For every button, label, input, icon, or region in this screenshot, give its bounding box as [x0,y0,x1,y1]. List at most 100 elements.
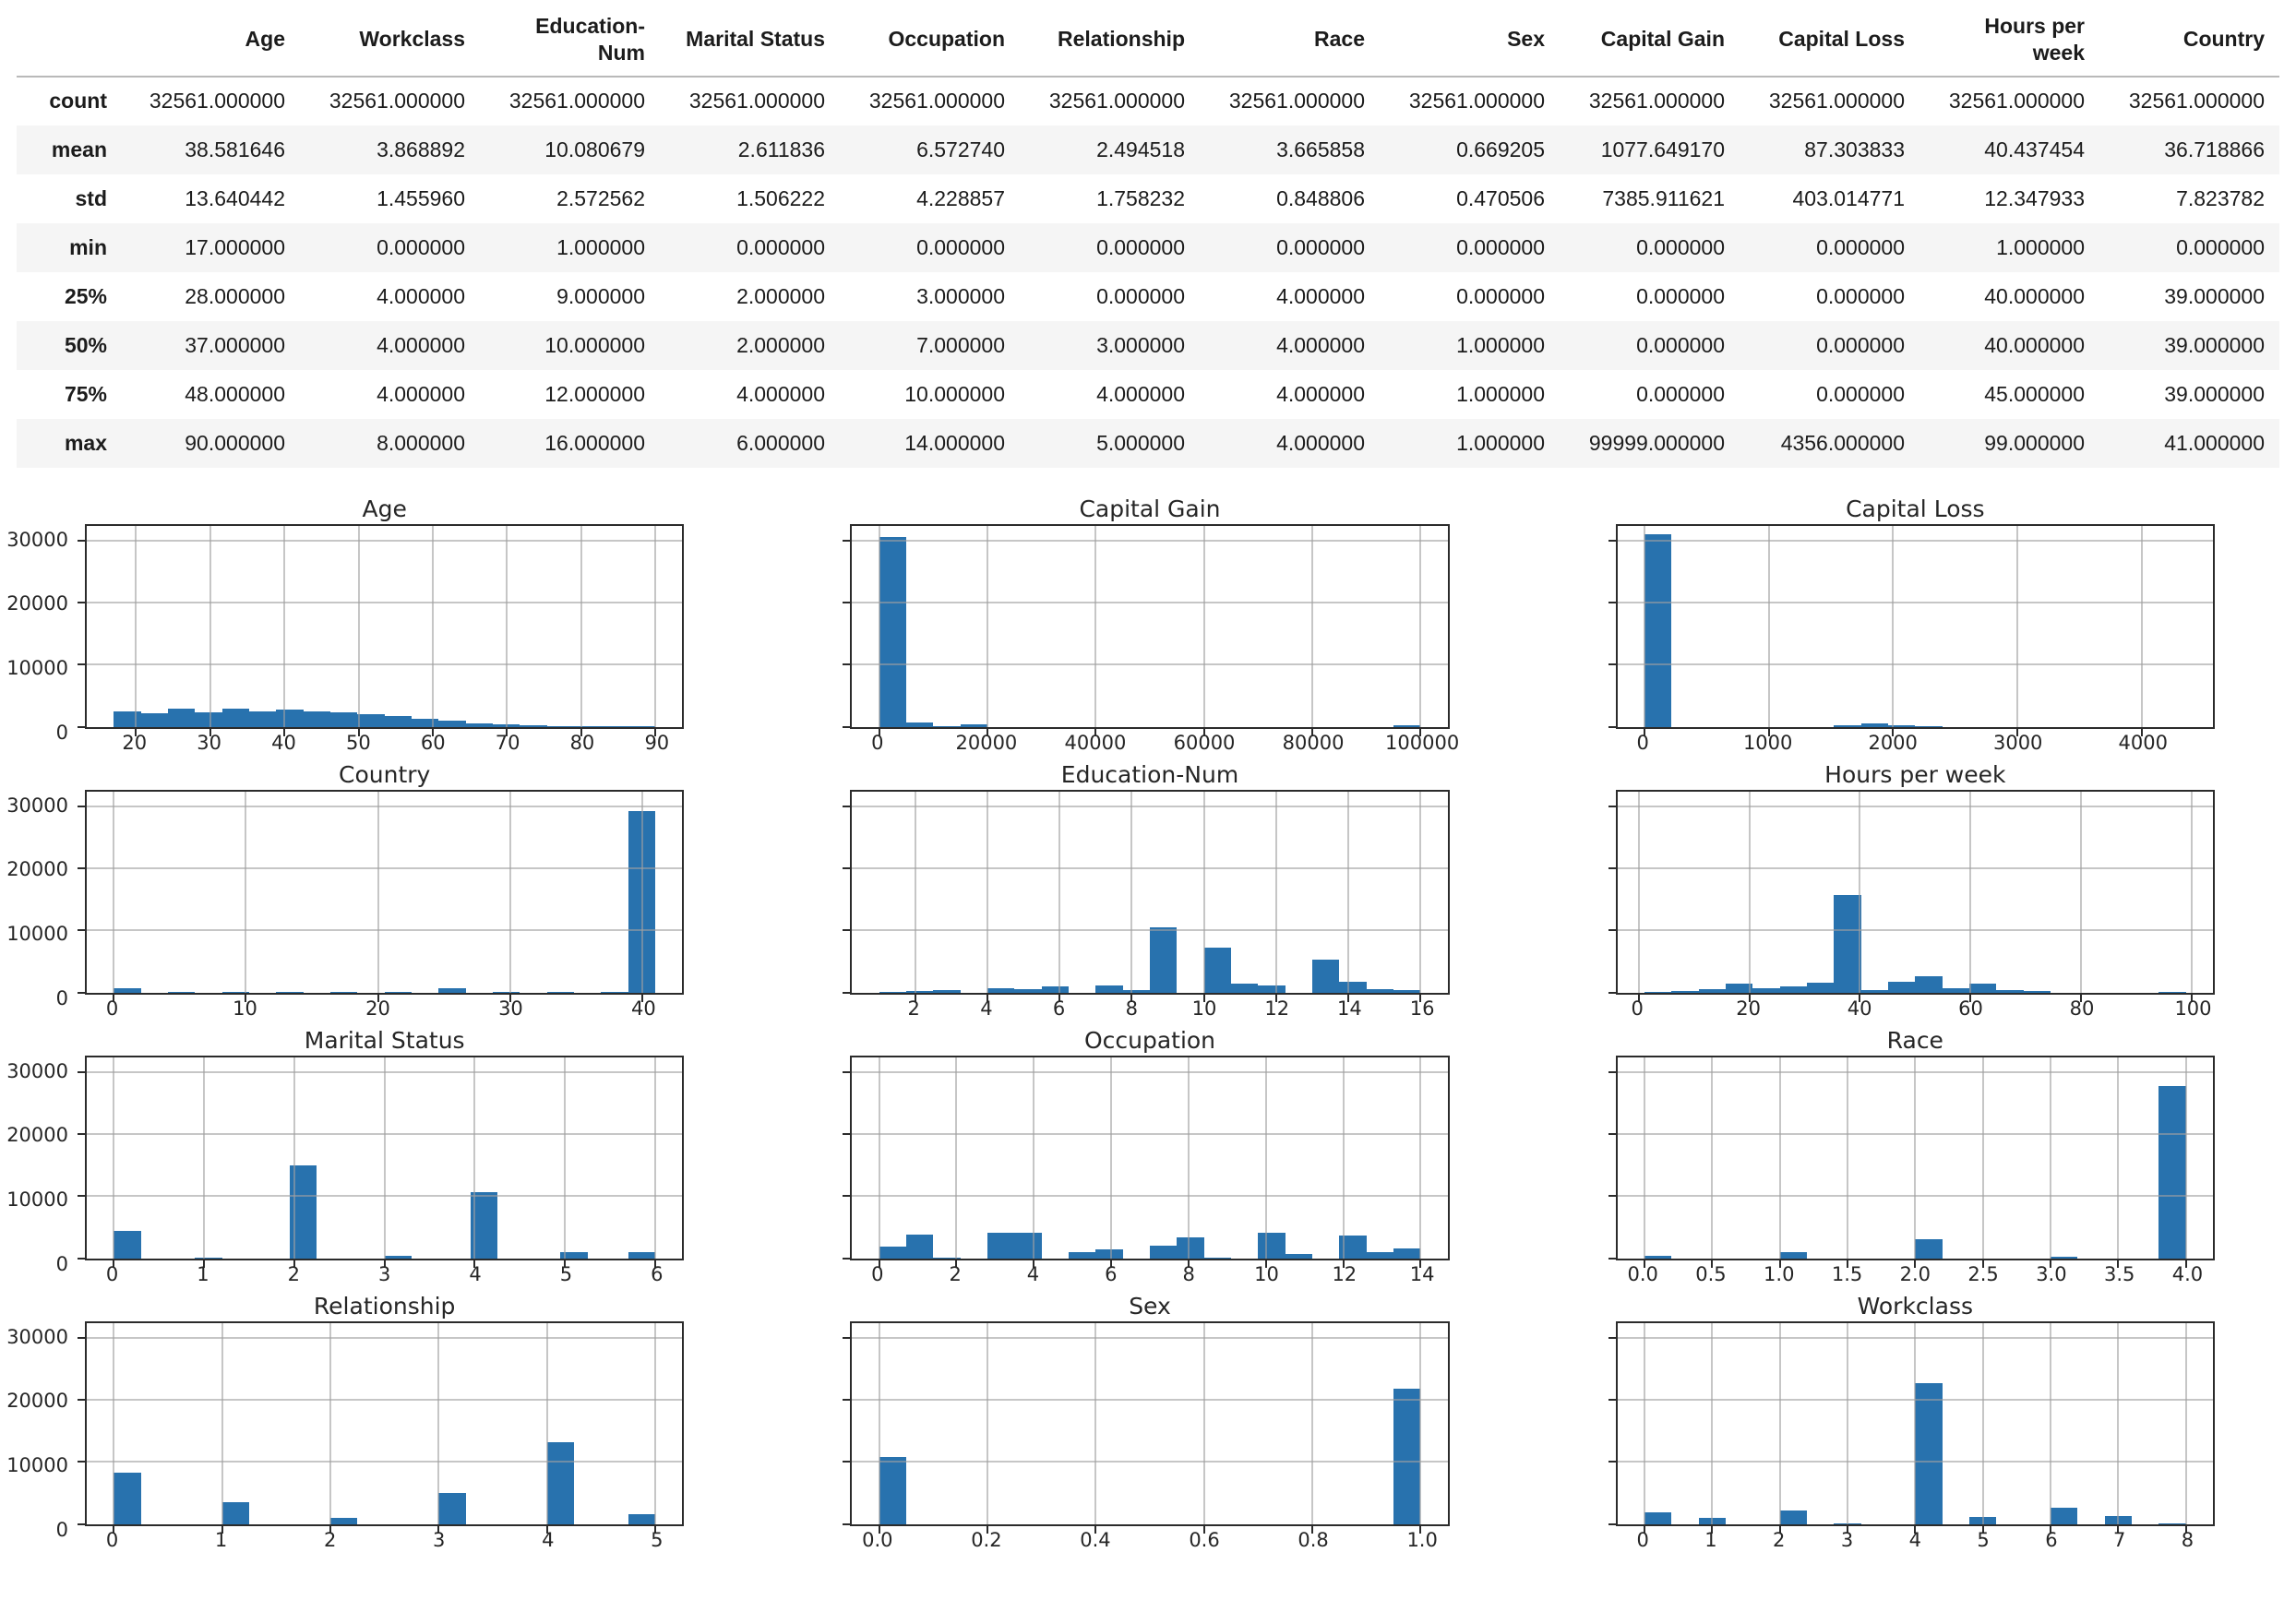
gridline-horizontal [1618,1071,2213,1073]
x-tick-label: 1 [1704,1529,1716,1551]
x-tick-label: 4 [980,997,992,1020]
gridline-horizontal [1618,540,2213,542]
histogram-bar [1393,725,1420,726]
histogram-bar [906,722,933,726]
histogram-bar [1204,1258,1231,1259]
table-cell: 3.665858 [1200,125,1380,174]
chart-title: Country [85,759,684,790]
table-cell: 90.000000 [120,419,300,468]
plot-box [1616,1321,2215,1526]
y-tick-mark [843,1133,850,1135]
x-tick-label: 1.0 [1764,1263,1794,1285]
gridline-vertical [2141,526,2143,727]
histogram-bar [1752,988,1779,993]
x-tick-label: 2000 [1868,732,1917,754]
y-tick-mark [1608,992,1616,994]
y-tick-mark [843,663,850,665]
gridline-vertical [1311,1323,1313,1524]
x-tick-label: 20000 [955,732,1017,754]
chart-title: Race [1616,1025,2215,1056]
x-tick-label: 0.5 [1695,1263,1726,1285]
gridline-horizontal [852,929,1447,931]
y-tick-label: 0 [56,987,68,1009]
gridline-vertical [879,1323,880,1524]
histogram-bar [933,990,960,992]
histogram-bar [330,992,357,993]
y-tick-label: 0 [56,1519,68,1541]
gridline-vertical [987,526,988,727]
table-cell: 39.000000 [2099,370,2279,419]
histogram-bar [1095,1249,1122,1258]
histogram-bar [1069,1252,1095,1259]
y-tick-mark [1608,663,1616,665]
table-cell: 12.347933 [1919,174,2099,223]
x-tick-label: 40 [1848,997,1872,1020]
gridline-vertical [1130,792,1132,993]
gridline-vertical [1749,792,1751,993]
histogram-bar [1671,991,1698,993]
table-cell: 0.848806 [1200,174,1380,223]
gridline-vertical [2050,1057,2051,1259]
table-cell: 4.000000 [300,370,480,419]
histogram-bar [1258,985,1285,992]
column-header: Relationship [1020,4,1200,77]
table-cell: 45.000000 [1919,370,2099,419]
y-tick-label: 30000 [6,1060,68,1082]
gridline-vertical [203,1057,205,1259]
table-cell: 16.000000 [480,419,660,468]
chart-title: Capital Gain [850,494,1449,524]
table-cell: 2.494518 [1020,125,1200,174]
y-tick-mark [1608,726,1616,728]
y-tick-mark [843,1399,850,1401]
gridline-vertical [2185,1323,2187,1524]
gridline-horizontal [1618,806,2213,807]
gridline-vertical [1847,1057,1848,1259]
gridline-horizontal [852,806,1447,807]
histogram-bar [1888,982,1915,992]
x-tick-label: 0.6 [1189,1529,1219,1551]
histogram-bar [1915,726,1942,727]
table-cell: 9.000000 [480,272,660,321]
gridline-horizontal [87,1195,682,1197]
y-tick-mark [843,1461,850,1463]
x-tick-label: 1000 [1743,732,1792,754]
histogram-bar [987,988,1014,992]
gridline-vertical [1094,1323,1096,1524]
histogram-bar [1231,984,1258,992]
table-cell: 32561.000000 [1200,77,1380,125]
x-tick-label: 60 [1958,997,1983,1020]
gridline-vertical [546,1323,548,1524]
x-tick-label: 40000 [1065,732,1127,754]
x-tick-label: 60000 [1174,732,1236,754]
histogram-bar [249,711,276,726]
x-tick-label: 6 [1105,1263,1117,1285]
table-cell: 1.000000 [1380,419,1560,468]
gridline-horizontal [87,806,682,807]
x-tick-label: 3.5 [2104,1263,2135,1285]
x-tick-label: 4 [469,1263,481,1285]
gridline-vertical [1711,1057,1713,1259]
x-tick-label: 2 [949,1263,961,1285]
table-cell: 0.000000 [1560,321,1740,370]
gridline-vertical [580,526,582,727]
table-cell: 4.000000 [300,321,480,370]
x-tick-label: 10 [1254,1263,1279,1285]
gridline-vertical [1644,1057,1645,1259]
gridline-vertical [564,1057,566,1259]
gridline-horizontal [1618,1399,2213,1401]
gridline-vertical [283,526,285,727]
x-tick-label: 20 [122,732,147,754]
table-cell: 0.669205 [1380,125,1560,174]
x-tick-label: 3 [433,1529,445,1551]
y-tick-label: 0 [56,722,68,744]
